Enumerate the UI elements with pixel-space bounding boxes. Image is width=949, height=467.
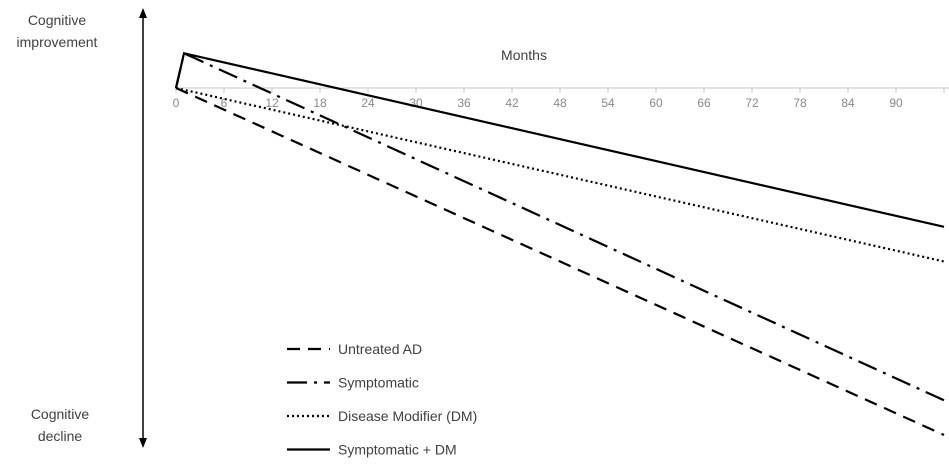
legend-label-disease-modifier-dm: Disease Modifier (DM) <box>338 408 477 424</box>
series-line-disease-modifier-dm <box>175 86 945 263</box>
x-tick-label: 36 <box>457 96 471 110</box>
legend-label-symptomatic-dm: Symptomatic + DM <box>338 442 457 458</box>
series-line-untreated-ad <box>175 86 945 437</box>
legend: Untreated AD Symptomatic Disease Modifier … <box>287 341 477 458</box>
x-tick-label: 84 <box>841 96 855 110</box>
x-axis-title: Months <box>501 47 547 63</box>
x-tick-label: 48 <box>553 96 567 110</box>
x-tick-label: 18 <box>313 96 327 110</box>
y-label-bottom-line2: decline <box>38 428 83 444</box>
x-tick-label: 42 <box>505 96 519 110</box>
x-tick-label: 90 <box>889 96 903 110</box>
legend-label-untreated-ad: Untreated AD <box>338 341 422 357</box>
y-label-top-line2: improvement <box>17 34 98 50</box>
series-line-symptomatic-dm <box>174 51 945 228</box>
x-tick-label: 66 <box>697 96 711 110</box>
y-label-top-line1: Cognitive <box>28 12 87 28</box>
x-tick-label: 60 <box>649 96 663 110</box>
x-tick-label: 78 <box>793 96 807 110</box>
legend-label-symptomatic: Symptomatic <box>338 375 419 391</box>
x-tick-label: 54 <box>601 96 615 110</box>
x-tick-label: 0 <box>173 96 180 110</box>
y-label-bottom-line1: Cognitive <box>31 406 90 422</box>
series-lines <box>174 51 945 437</box>
vertical-axis-arrow <box>139 8 147 448</box>
x-tick-label: 6 <box>221 96 228 110</box>
x-tick-label: 24 <box>361 96 375 110</box>
x-tick-label: 72 <box>745 96 759 110</box>
x-axis-ticks: 0 6 12 18 24 30 36 42 48 54 60 66 72 78 84 90 <box>173 88 945 110</box>
x-tick-label: 12 <box>265 96 279 110</box>
